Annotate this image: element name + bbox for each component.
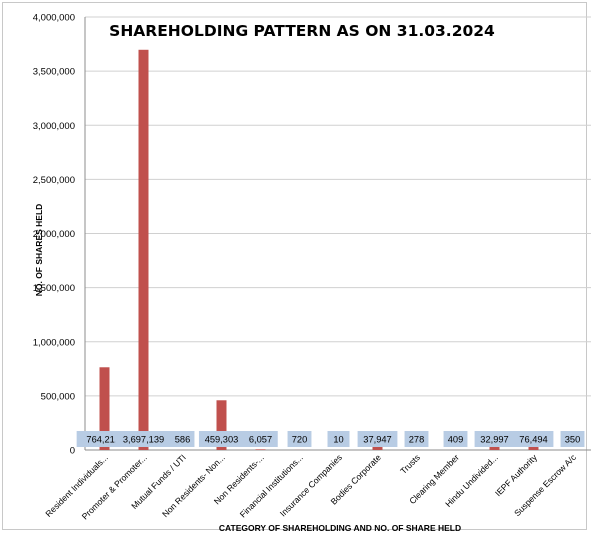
x-tick-label: Trusts bbox=[398, 452, 422, 476]
x-tick-labels: Resident Individuals...Promoter & Promot… bbox=[43, 452, 578, 522]
data-label-text: 37,947 bbox=[363, 435, 391, 445]
y-tick-labels: 0 500,000 1,000,000 1,500,000 2,000,000 2,500… bbox=[33, 13, 75, 457]
gridlines bbox=[84, 16, 591, 451]
bar bbox=[255, 449, 266, 450]
data-label-text: 278 bbox=[409, 435, 425, 445]
data-label-text: 409 bbox=[448, 435, 464, 445]
data-label-text: 586 bbox=[175, 435, 191, 445]
data-label: 10 bbox=[327, 431, 350, 447]
chart-frame bbox=[2, 2, 587, 530]
data-label-box bbox=[443, 431, 468, 447]
y-tick-label: 1,500,000 bbox=[33, 283, 75, 294]
data-labels: 764,21... 3,697,139 586 459,303 6,057 720 10 37… bbox=[76, 431, 585, 447]
chart-title: SHAREHOLDING PATTERN AS ON 31.03.2024 bbox=[109, 22, 495, 40]
y-axis-title: NO. OF SHARES HELD bbox=[34, 204, 44, 297]
y-tick-label: 0 bbox=[70, 446, 75, 457]
data-label-box bbox=[513, 431, 554, 447]
y-tick-label: 500,000 bbox=[41, 391, 75, 402]
y-tick-label: 1,000,000 bbox=[33, 337, 75, 348]
bar bbox=[372, 445, 383, 450]
data-label: 409 bbox=[443, 431, 468, 447]
bars bbox=[99, 49, 578, 451]
data-label-box bbox=[198, 431, 245, 447]
data-label: 3,697,139 bbox=[115, 431, 172, 447]
data-label-box bbox=[474, 431, 515, 447]
y-tick-label: 3,000,000 bbox=[33, 121, 75, 132]
data-label-box bbox=[243, 431, 278, 447]
data-label-text: 764,21... bbox=[86, 435, 122, 445]
data-label-text: 3,697,139 bbox=[123, 435, 164, 445]
data-label-text: 459,303 bbox=[205, 435, 239, 445]
bar bbox=[138, 49, 149, 451]
data-label-text: 10 bbox=[333, 435, 343, 445]
data-label-box bbox=[115, 431, 172, 447]
bar bbox=[489, 446, 500, 450]
bar bbox=[216, 400, 227, 450]
data-label: 6,057 bbox=[243, 431, 278, 447]
data-label: 720 bbox=[287, 431, 312, 447]
y-tick-label: 3,500,000 bbox=[33, 67, 75, 78]
data-label: 459,303 bbox=[198, 431, 245, 447]
data-label-text: 720 bbox=[292, 435, 308, 445]
y-tick-label: 4,000,000 bbox=[33, 13, 75, 24]
x-axis-title: CATEGORY OF SHAREHOLDING AND NO. OF SHAR… bbox=[219, 523, 461, 533]
data-label-box bbox=[170, 431, 195, 447]
data-label: 76,494 bbox=[513, 431, 554, 447]
data-label-box bbox=[357, 431, 398, 447]
x-tick-label: Promoter & Promoter... bbox=[80, 452, 149, 521]
data-label-text: 6,057 bbox=[249, 435, 272, 445]
data-label-box bbox=[560, 431, 585, 447]
y-tick-label: 2,500,000 bbox=[33, 175, 75, 186]
data-label: 350 bbox=[560, 431, 585, 447]
bar bbox=[99, 367, 110, 450]
x-tick-label: Resident Individuals... bbox=[43, 452, 110, 519]
data-label-text: 350 bbox=[565, 435, 581, 445]
y-tick-label: 2,000,000 bbox=[33, 229, 75, 240]
data-label-box bbox=[404, 431, 429, 447]
data-label-text: 32,997 bbox=[480, 435, 508, 445]
data-label-box bbox=[327, 431, 350, 447]
data-label-box bbox=[287, 431, 312, 447]
data-label: 278 bbox=[404, 431, 429, 447]
data-label-text: 76,494 bbox=[519, 435, 547, 445]
data-label: 586 bbox=[170, 431, 195, 447]
data-label: 32,997 bbox=[474, 431, 515, 447]
data-label: 37,947 bbox=[357, 431, 398, 447]
